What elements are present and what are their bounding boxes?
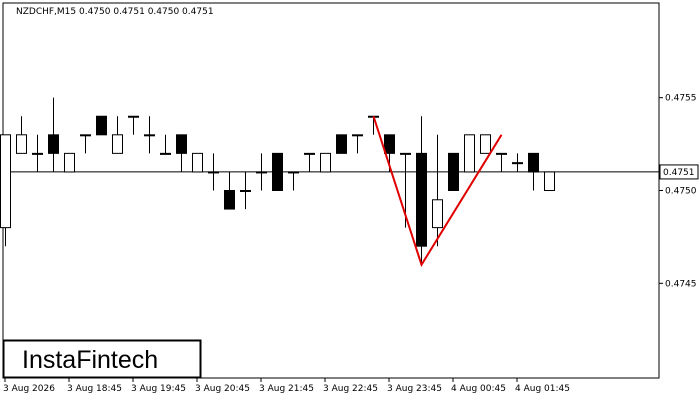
price-label: 0.4751 (663, 168, 695, 178)
x-tick-label: 3 Aug 23:45 (387, 384, 442, 394)
candle-body (496, 152, 507, 155)
candle-body (288, 171, 299, 174)
x-tick-label: 4 Aug 00:45 (451, 384, 506, 394)
candle-body (160, 152, 171, 155)
candle-body (32, 152, 43, 155)
candle-body (144, 134, 155, 137)
y-tick-label: 0.4755 (665, 94, 697, 104)
logo: InstaFintech (22, 346, 158, 374)
candle-body (16, 134, 27, 154)
candle-body (272, 152, 283, 192)
candle-body (528, 152, 539, 173)
candle-body (80, 134, 91, 137)
candle-body (256, 171, 267, 174)
candle-body (448, 152, 459, 192)
x-tick-label: 3 Aug 22:45 (323, 384, 378, 394)
candle-body (48, 134, 59, 154)
y-tick-label: 0.4750 (665, 187, 697, 197)
x-tick-label: 3 Aug 21:45 (259, 384, 314, 394)
candle-body (400, 152, 411, 155)
candle-body (320, 152, 331, 173)
candle-body (512, 162, 523, 165)
candle-body (64, 152, 75, 173)
candle-body (0, 134, 11, 229)
candle-body (464, 134, 475, 173)
candle-body (128, 115, 139, 118)
candle-body (304, 152, 315, 155)
candle-body (384, 134, 395, 154)
candle-body (432, 199, 443, 229)
y-tick-label: 0.4745 (665, 279, 697, 289)
candle-body (352, 134, 363, 137)
x-tick-label: 3 Aug 2026 (3, 384, 55, 394)
candle-body (192, 152, 203, 173)
pattern-line (372, 115, 503, 268)
candle-body (96, 115, 107, 136)
plot-frame (2, 2, 660, 379)
x-tick-label: 4 Aug 01:45 (515, 384, 570, 394)
logo-box (2, 339, 202, 379)
candle-body (240, 190, 251, 192)
x-tick-label: 3 Aug 19:45 (131, 384, 186, 394)
candle-body (544, 171, 555, 191)
candle-body (112, 134, 123, 154)
candle-body (176, 134, 187, 154)
candle-body (416, 152, 427, 247)
x-tick-label: 3 Aug 20:45 (195, 384, 250, 394)
candle-body (224, 190, 235, 210)
candle-body (208, 171, 219, 174)
chart-title: NZDCHF,M15 0.4750 0.4751 0.4750 0.4751 (16, 7, 214, 17)
price-label-box (659, 164, 699, 180)
candle-body (336, 134, 347, 154)
candle-body (480, 134, 491, 154)
x-tick-label: 3 Aug 18:45 (67, 384, 122, 394)
